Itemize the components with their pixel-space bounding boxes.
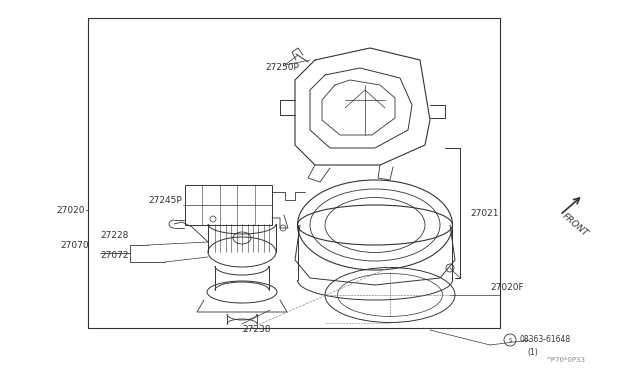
Bar (185, 185, 272, 225)
Text: 27021: 27021 (470, 208, 499, 218)
Text: 27238: 27238 (242, 326, 271, 334)
Text: ^P70*0P33: ^P70*0P33 (545, 357, 585, 363)
Text: 27250P: 27250P (265, 62, 299, 71)
Text: (1): (1) (527, 347, 538, 356)
Text: FRONT: FRONT (560, 212, 589, 238)
Text: 27020F: 27020F (490, 283, 524, 292)
Text: 27072: 27072 (100, 250, 129, 260)
Text: S: S (508, 337, 512, 343)
Text: 27245P: 27245P (148, 196, 182, 205)
Text: 27228: 27228 (100, 231, 129, 240)
Text: 08363-61648: 08363-61648 (520, 336, 571, 344)
Text: 27070: 27070 (60, 241, 88, 250)
Text: 27020: 27020 (56, 205, 84, 215)
